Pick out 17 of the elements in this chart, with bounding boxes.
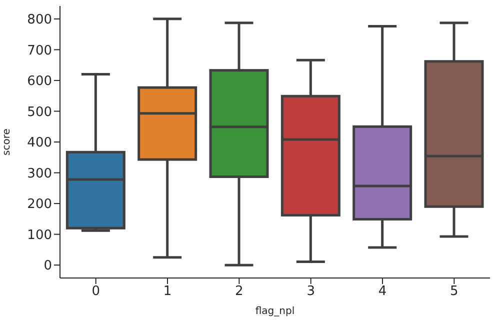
x-tick-label: 4 xyxy=(378,284,387,300)
y-tick-label: 300 xyxy=(27,166,52,182)
y-tick-label: 500 xyxy=(27,104,52,120)
x-tick-label: 1 xyxy=(163,284,172,300)
x-tick-label: 2 xyxy=(235,284,244,300)
y-axis-title: score xyxy=(2,128,13,156)
y-tick-label: 100 xyxy=(27,228,52,243)
y-tick-label: 800 xyxy=(27,12,52,28)
x-tick-label: 5 xyxy=(450,284,458,300)
x-tick-label: 0 xyxy=(92,284,100,300)
x-axis-title: flag_npl xyxy=(255,306,295,317)
y-tick-label: 700 xyxy=(27,43,52,58)
y-tick-label: 0 xyxy=(44,258,52,274)
y-tick-label: 200 xyxy=(27,197,52,212)
y-tick-label: 600 xyxy=(27,74,52,90)
x-tick-label: 3 xyxy=(306,284,315,300)
y-tick-label: 400 xyxy=(27,136,52,151)
